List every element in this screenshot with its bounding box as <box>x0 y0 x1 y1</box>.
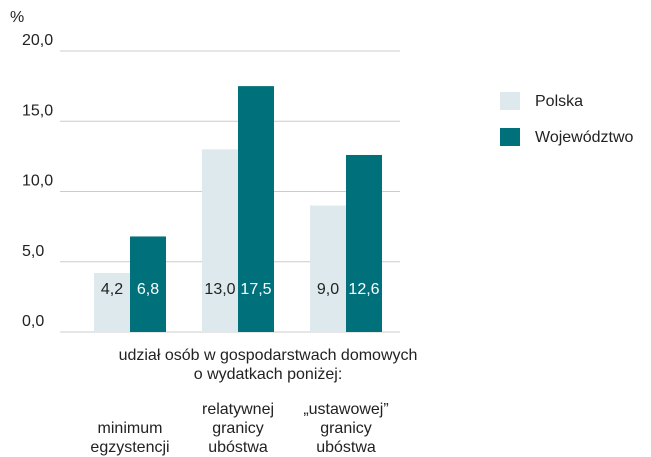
legend-label: Województwo <box>535 129 634 146</box>
bar <box>346 154 382 332</box>
x-axis-label: o wydatkach poniżej: <box>194 366 343 383</box>
value-label: 12,6 <box>348 281 379 298</box>
value-label: 4,2 <box>101 281 123 298</box>
bar <box>202 149 238 332</box>
bar <box>310 205 346 332</box>
y-tick-label: 20,0 <box>22 32 53 49</box>
y-tick-label: 15,0 <box>22 102 53 119</box>
x-tick-label: ubóstwa <box>316 439 376 456</box>
value-label: 17,5 <box>240 281 271 298</box>
value-label: 13,0 <box>204 281 235 298</box>
y-axis-label: % <box>10 9 24 26</box>
y-tick-label: 5,0 <box>22 243 44 260</box>
x-tick-label: egzystencji <box>90 439 169 456</box>
legend-swatch <box>500 128 520 146</box>
x-tick-label: granicy <box>212 420 264 437</box>
x-tick-label: minimum <box>98 420 163 437</box>
bar <box>238 86 274 332</box>
y-tick-label: 0,0 <box>22 313 44 330</box>
x-axis-label: udział osób w gospodarstwach domowych <box>119 347 418 364</box>
bar <box>94 272 130 332</box>
bar <box>130 236 166 332</box>
legend-label: Polska <box>535 93 583 110</box>
value-label: 9,0 <box>317 281 339 298</box>
value-label: 6,8 <box>137 281 159 298</box>
x-tick-label: ubóstwa <box>208 439 268 456</box>
x-tick-label: „ustawowej” <box>303 401 388 418</box>
y-tick-label: 10,0 <box>22 173 53 190</box>
legend-swatch <box>500 92 520 110</box>
x-tick-label: granicy <box>320 420 372 437</box>
x-tick-label: relatywnej <box>202 401 274 418</box>
